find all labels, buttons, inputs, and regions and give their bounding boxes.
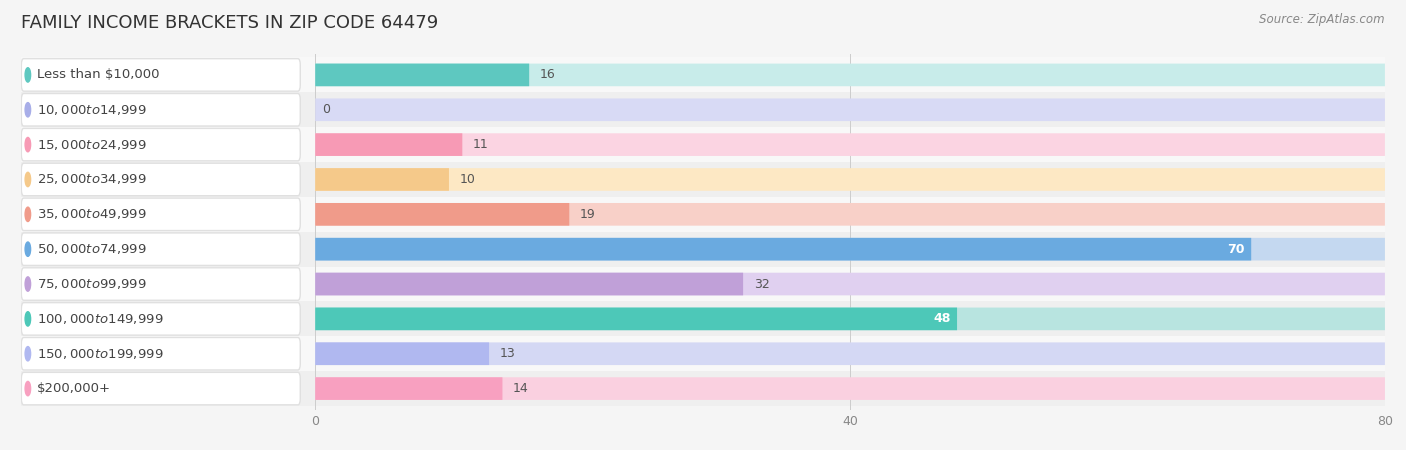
FancyBboxPatch shape	[315, 133, 463, 156]
FancyBboxPatch shape	[315, 99, 1385, 121]
FancyBboxPatch shape	[21, 371, 1385, 406]
Text: $10,000 to $14,999: $10,000 to $14,999	[38, 103, 148, 117]
FancyBboxPatch shape	[21, 197, 1385, 232]
Text: Source: ZipAtlas.com: Source: ZipAtlas.com	[1260, 14, 1385, 27]
Text: 48: 48	[934, 312, 950, 325]
Circle shape	[25, 172, 31, 187]
FancyBboxPatch shape	[21, 128, 301, 161]
FancyBboxPatch shape	[21, 198, 301, 230]
Circle shape	[25, 382, 31, 396]
FancyBboxPatch shape	[315, 273, 1385, 295]
FancyBboxPatch shape	[21, 233, 301, 266]
FancyBboxPatch shape	[21, 372, 301, 405]
Circle shape	[25, 103, 31, 117]
Text: 13: 13	[499, 347, 516, 360]
Circle shape	[25, 68, 31, 82]
Text: $150,000 to $199,999: $150,000 to $199,999	[38, 347, 165, 361]
Text: $35,000 to $49,999: $35,000 to $49,999	[38, 207, 148, 221]
Text: 0: 0	[322, 103, 330, 116]
FancyBboxPatch shape	[21, 338, 301, 370]
FancyBboxPatch shape	[21, 94, 301, 126]
FancyBboxPatch shape	[21, 268, 301, 300]
FancyBboxPatch shape	[315, 307, 957, 330]
FancyBboxPatch shape	[21, 163, 301, 196]
FancyBboxPatch shape	[21, 162, 1385, 197]
FancyBboxPatch shape	[21, 266, 1385, 302]
FancyBboxPatch shape	[315, 307, 1385, 330]
Text: 14: 14	[513, 382, 529, 395]
FancyBboxPatch shape	[21, 302, 1385, 336]
FancyBboxPatch shape	[315, 203, 1385, 225]
Text: 70: 70	[1227, 243, 1244, 256]
FancyBboxPatch shape	[315, 342, 489, 365]
Circle shape	[25, 137, 31, 152]
Text: 11: 11	[472, 138, 489, 151]
Text: $75,000 to $99,999: $75,000 to $99,999	[38, 277, 148, 291]
Circle shape	[25, 242, 31, 256]
FancyBboxPatch shape	[315, 133, 1385, 156]
Text: 32: 32	[754, 278, 769, 291]
FancyBboxPatch shape	[315, 63, 1385, 86]
FancyBboxPatch shape	[21, 127, 1385, 162]
Text: $50,000 to $74,999: $50,000 to $74,999	[38, 242, 148, 256]
FancyBboxPatch shape	[315, 63, 529, 86]
FancyBboxPatch shape	[315, 273, 744, 295]
FancyBboxPatch shape	[21, 92, 1385, 127]
Text: $25,000 to $34,999: $25,000 to $34,999	[38, 172, 148, 186]
Circle shape	[25, 207, 31, 221]
Text: 16: 16	[540, 68, 555, 81]
FancyBboxPatch shape	[315, 377, 1385, 400]
FancyBboxPatch shape	[315, 342, 1385, 365]
Circle shape	[25, 346, 31, 361]
Text: 19: 19	[581, 208, 596, 221]
Text: $200,000+: $200,000+	[38, 382, 111, 395]
FancyBboxPatch shape	[21, 232, 1385, 266]
FancyBboxPatch shape	[21, 336, 1385, 371]
FancyBboxPatch shape	[21, 303, 301, 335]
FancyBboxPatch shape	[315, 238, 1251, 261]
FancyBboxPatch shape	[315, 168, 1385, 191]
Circle shape	[25, 277, 31, 291]
FancyBboxPatch shape	[315, 238, 1385, 261]
FancyBboxPatch shape	[315, 377, 502, 400]
Text: Less than $10,000: Less than $10,000	[38, 68, 160, 81]
FancyBboxPatch shape	[315, 168, 449, 191]
Circle shape	[25, 312, 31, 326]
Text: $15,000 to $24,999: $15,000 to $24,999	[38, 138, 148, 152]
FancyBboxPatch shape	[21, 58, 1385, 92]
Text: $100,000 to $149,999: $100,000 to $149,999	[38, 312, 165, 326]
FancyBboxPatch shape	[315, 203, 569, 225]
Text: 10: 10	[460, 173, 475, 186]
Text: FAMILY INCOME BRACKETS IN ZIP CODE 64479: FAMILY INCOME BRACKETS IN ZIP CODE 64479	[21, 14, 439, 32]
FancyBboxPatch shape	[21, 58, 301, 91]
